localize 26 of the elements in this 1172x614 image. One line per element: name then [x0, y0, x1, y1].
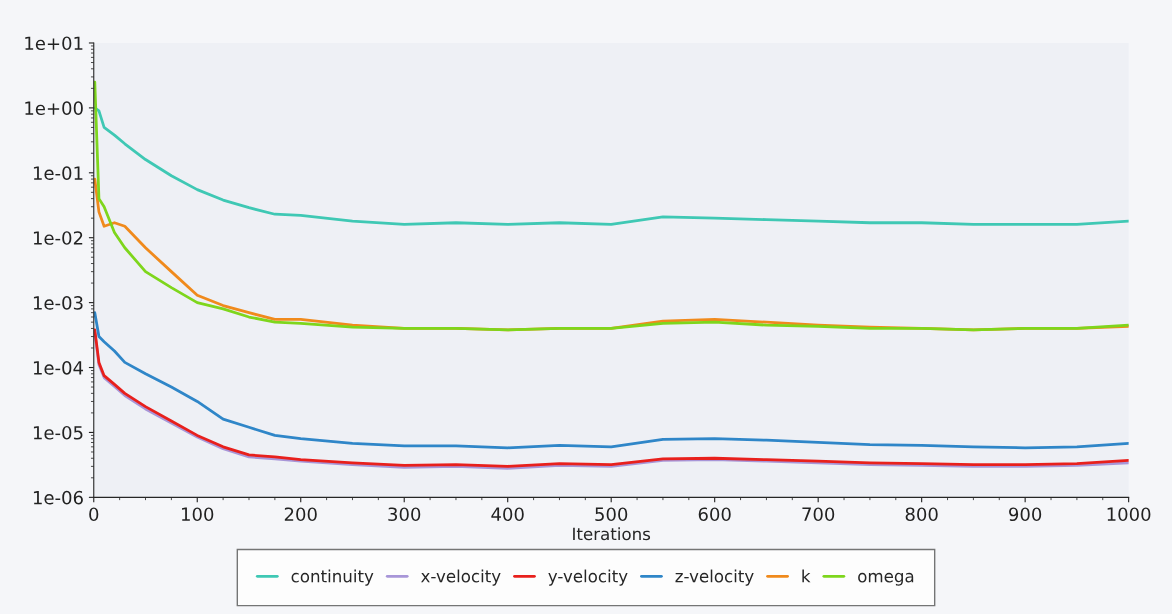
y-tick-label: 1e-01 — [33, 166, 83, 180]
y-tick-label: 1e+01 — [25, 36, 83, 51]
x-tick-label: 200 — [284, 507, 317, 522]
legend-label: continuity — [291, 569, 374, 586]
y-tick-label: 1e-05 — [33, 425, 83, 440]
legend-label: y-velocity — [548, 569, 628, 586]
y-tick-label: 1e-06 — [33, 490, 83, 505]
x-tick-label: 800 — [905, 507, 938, 522]
x-tick-label: 900 — [1009, 507, 1042, 522]
x-tick-label: 100 — [182, 507, 214, 522]
legend-label: x-velocity — [421, 569, 501, 586]
y-tick-label: 1e-04 — [33, 360, 84, 375]
x-tick-label: 600 — [698, 507, 731, 522]
legend-label: omega — [858, 572, 914, 586]
x-tick-label: 0 — [89, 507, 99, 522]
x-tick-label: 400 — [491, 507, 524, 522]
x-tick-label: 1000 — [1107, 507, 1151, 522]
x-tick-label: 500 — [595, 507, 628, 522]
y-tick-label: 1e+00 — [25, 101, 83, 116]
x-axis-title: Iterations — [573, 527, 651, 541]
y-tick-label: 1e-02 — [33, 231, 83, 245]
legend-label: k — [802, 569, 811, 583]
x-tick-label: 300 — [388, 507, 421, 522]
legend-label: z-velocity — [675, 569, 754, 586]
x-tick-label: 700 — [802, 507, 835, 522]
y-tick-label: 1e-03 — [33, 296, 83, 310]
